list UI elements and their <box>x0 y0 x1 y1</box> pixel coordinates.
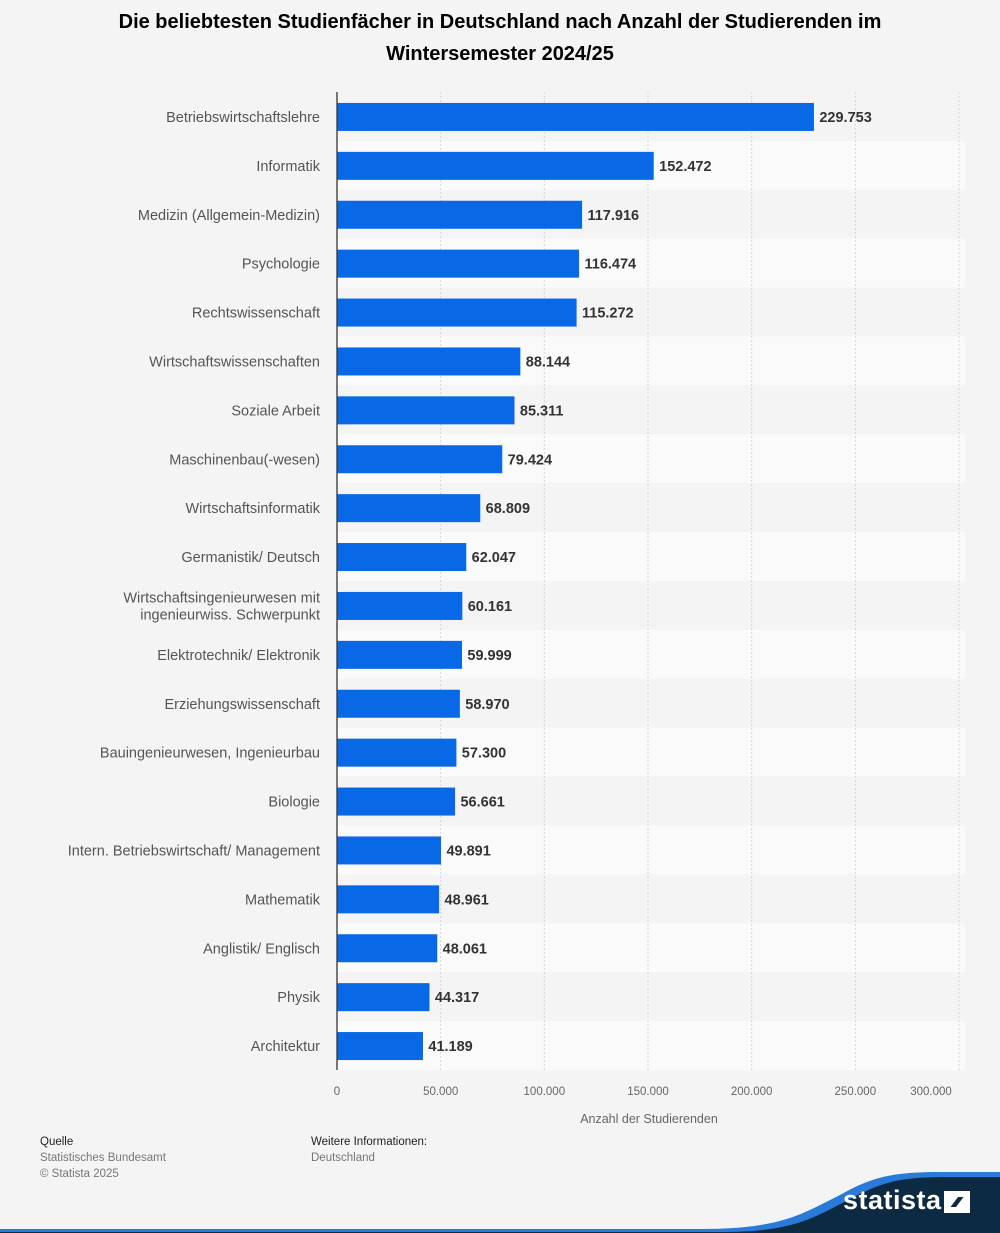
more-info-heading: Weitere Informationen: <box>311 1136 428 1148</box>
bar[interactable] <box>337 494 481 523</box>
bars <box>337 102 814 1061</box>
value-label: 116.474 <box>584 257 636 273</box>
category-label: Intern. Betriebswirtschaft/ Management <box>68 843 320 859</box>
value-label: 85.311 <box>520 403 564 419</box>
bar-chart: Betriebswirtschaftslehre Informatik Medizi… <box>67 92 965 1126</box>
x-tick-label: 50.000 <box>423 1086 458 1098</box>
category-label: Erziehungswissenschaft <box>164 697 320 713</box>
gridlines <box>440 92 960 1070</box>
bar[interactable] <box>337 445 503 474</box>
bar[interactable] <box>337 983 430 1012</box>
bar[interactable] <box>337 885 440 914</box>
value-labels: 229.753 152.472 117.916 116.474 115.272 88.14… <box>428 110 871 1055</box>
value-label: 60.161 <box>468 599 512 615</box>
bar[interactable] <box>337 200 583 229</box>
category-label: Medizin (Allgemein-Medizin) <box>138 208 320 224</box>
x-tick-label: 0 <box>334 1086 340 1098</box>
row-band <box>337 825 965 875</box>
category-label: Informatik <box>256 159 320 175</box>
source-block: Quelle Statistisches Bundesamt © Statist… <box>40 1134 166 1182</box>
value-label: 115.272 <box>582 306 634 322</box>
category-label: Physik <box>277 990 320 1006</box>
category-label: Mathematik <box>245 892 321 908</box>
category-label: Rechtswissenschaft <box>192 306 320 322</box>
copyright: © Statista 2025 <box>40 1168 119 1180</box>
row-band <box>337 923 965 973</box>
bar[interactable] <box>337 836 442 865</box>
statista-logo-icon[interactable] <box>944 1191 970 1213</box>
bar[interactable] <box>337 249 580 278</box>
source-link[interactable]: Statistisches Bundesamt <box>40 1152 166 1164</box>
value-label: 48.961 <box>445 892 489 908</box>
category-label: Germanistik/ Deutsch <box>181 550 320 566</box>
more-info-block: Weitere Informationen: Deutschland <box>311 1134 427 1166</box>
bar[interactable] <box>337 787 456 816</box>
category-label: Soziale Arbeit <box>231 403 320 419</box>
x-tick-label: 100.000 <box>524 1086 566 1098</box>
x-tick-label: 250.000 <box>835 1086 877 1098</box>
brand-banner <box>0 1172 1000 1233</box>
value-label: 56.661 <box>460 795 504 811</box>
x-tick-label: 200.000 <box>731 1086 773 1098</box>
category-label: Bauingenieurwesen, Ingenieurbau <box>100 746 320 762</box>
bar[interactable] <box>337 396 515 425</box>
category-label: Wirtschaftsinformatik <box>185 501 320 517</box>
bar[interactable] <box>337 1032 423 1061</box>
bar[interactable] <box>337 934 438 963</box>
source-heading: Quelle <box>40 1136 74 1148</box>
bar[interactable] <box>337 640 462 669</box>
row-bands <box>337 92 965 1070</box>
bar[interactable] <box>337 298 577 327</box>
value-label: 88.144 <box>526 354 570 370</box>
row-band <box>337 874 965 924</box>
value-label: 117.916 <box>587 208 639 224</box>
value-label: 79.424 <box>508 452 552 468</box>
x-tick-labels: 0 50.000 100.000 150.000 200.000 250.000 300.0… <box>334 1086 952 1098</box>
value-label: 68.809 <box>486 501 530 517</box>
row-band <box>337 1021 965 1070</box>
row-band <box>337 972 965 1022</box>
statista-logo-text[interactable]: statista <box>843 1185 942 1215</box>
category-label: Psychologie <box>242 257 320 273</box>
value-label: 41.189 <box>428 1039 472 1055</box>
bar[interactable] <box>337 347 521 376</box>
category-label: Maschinenbau(-wesen) <box>169 452 320 468</box>
x-axis-title: Anzahl der Studierenden <box>580 1112 718 1126</box>
value-label: 59.999 <box>467 648 511 664</box>
bar[interactable] <box>337 151 654 180</box>
value-label: 229.753 <box>819 110 871 126</box>
category-label: Betriebswirtschaftslehre <box>166 110 320 126</box>
value-label: 44.317 <box>435 990 479 1006</box>
category-label: Architektur <box>251 1039 320 1055</box>
bar[interactable] <box>337 591 463 620</box>
chart-title: Die beliebtesten Studienfächer in Deutsc… <box>118 11 882 65</box>
category-label: Wirtschaftsingenieurwesen mit <box>123 590 320 606</box>
x-tick-label: 300.000 <box>910 1086 952 1098</box>
category-labels: Betriebswirtschaftslehre Informatik Medizi… <box>68 110 321 1055</box>
bar[interactable] <box>337 738 457 767</box>
bar[interactable] <box>337 102 814 131</box>
bar[interactable] <box>337 543 467 572</box>
category-label: Elektrotechnik/ Elektronik <box>157 648 321 664</box>
category-label: Anglistik/ Englisch <box>203 941 320 957</box>
brand-dark-wave <box>0 1177 1000 1233</box>
x-tick-label: 150.000 <box>627 1086 669 1098</box>
category-label: ingenieurwiss. Schwerpunkt <box>140 607 320 623</box>
value-label: 152.472 <box>659 159 711 175</box>
value-label: 48.061 <box>443 941 487 957</box>
more-info-region: Deutschland <box>311 1152 375 1164</box>
category-label: Biologie <box>268 795 320 811</box>
value-label: 58.970 <box>465 697 509 713</box>
category-label: Wirtschaftswissenschaften <box>149 354 320 370</box>
bar[interactable] <box>337 689 460 718</box>
value-label: 49.891 <box>446 843 490 859</box>
value-label: 62.047 <box>472 550 516 566</box>
value-label: 57.300 <box>462 746 506 762</box>
